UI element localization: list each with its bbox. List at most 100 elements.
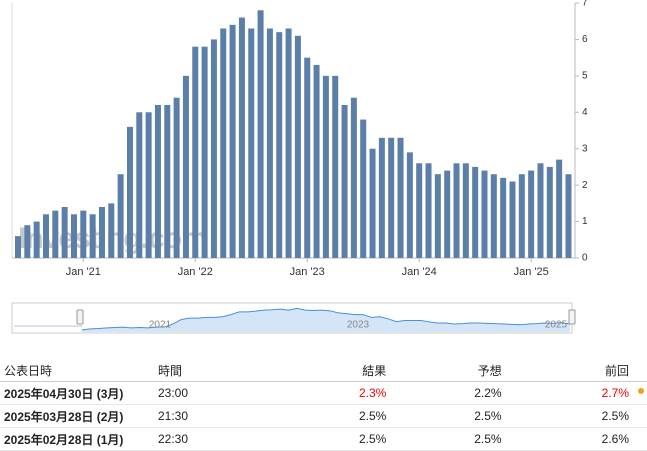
navigator-handle [76, 309, 84, 325]
bar [182, 75, 189, 258]
bar [509, 181, 516, 258]
column-header: 予想 [404, 359, 506, 382]
table-cell: 2.5% [404, 404, 506, 428]
bar [537, 163, 544, 258]
navigator-label: 2025 [545, 320, 568, 331]
bar [490, 174, 497, 258]
x-tick-label: Jan '25 [514, 266, 549, 278]
table-cell: 2.5% [262, 404, 405, 428]
table-cell: 2.5% [262, 427, 405, 451]
column-header: 公表日時 [0, 359, 154, 382]
y-tick-label: 4 [582, 107, 588, 118]
bar [528, 170, 535, 258]
bar [164, 105, 171, 258]
bar [220, 28, 227, 258]
table-cell: 21:30 [154, 404, 263, 428]
navigator-label: 2023 [347, 320, 370, 331]
table-cell: 2.5% [404, 427, 506, 451]
bar [322, 75, 329, 258]
bar [444, 170, 451, 258]
table-cell: 2025年02月28日 (1月) [0, 427, 154, 451]
bar [406, 152, 413, 258]
table-cell: 22:30 [154, 427, 263, 451]
table-cell: 2025年04月30日 (3月) [0, 381, 154, 405]
bar [416, 163, 423, 258]
navigator-area [82, 308, 570, 332]
x-tick-label: Jan '21 [66, 266, 101, 278]
column-header: 結果 [262, 359, 405, 382]
y-tick-label: 3 [582, 143, 588, 154]
bar [70, 214, 77, 258]
bar [173, 97, 180, 258]
bar [481, 170, 488, 258]
bar [462, 163, 469, 258]
x-tick-label: Jan '24 [402, 266, 437, 278]
bar [192, 46, 199, 258]
bar [276, 32, 283, 259]
bar [61, 207, 68, 258]
bar [229, 24, 236, 258]
bar [108, 203, 115, 258]
bar [332, 75, 339, 258]
table-row: 2025年03月28日 (2月) 21:30 2.5% 2.5% 2.5% [0, 404, 647, 428]
data-table: 公表日時 時間 結果 予想 前回 2025年04月30日 (3月) 23:00 2.3% 2.2… [0, 359, 647, 451]
bar [397, 137, 404, 258]
bar [89, 214, 96, 258]
y-tick-label: 1 [582, 216, 588, 227]
table-header: 公表日時 時間 結果 予想 前回 [0, 359, 647, 382]
bar [117, 174, 124, 258]
bar [294, 35, 301, 259]
bar [388, 137, 395, 258]
table-cell: 2.5% [505, 404, 647, 428]
x-tick-label: Jan '22 [178, 266, 213, 278]
table-row: 2025年04月30日 (3月) 23:00 2.3% 2.2% 2.7% [0, 381, 647, 405]
column-header: 前回 [505, 359, 647, 382]
table-cell: 2.7% [505, 381, 647, 405]
bar [33, 221, 40, 258]
navigator-line [81, 307, 571, 331]
bar [42, 214, 49, 258]
navigator-label: 2021 [149, 320, 172, 331]
bar [52, 210, 59, 258]
bar [425, 163, 432, 258]
bar [238, 17, 245, 259]
bar [136, 112, 143, 259]
bar [453, 163, 460, 258]
bar [98, 207, 105, 258]
bar [565, 174, 572, 258]
bar [15, 236, 21, 258]
bar [350, 97, 357, 258]
bar [80, 210, 87, 258]
bar [369, 148, 376, 258]
bar [248, 28, 255, 258]
table-cell: 23:00 [154, 381, 263, 405]
bar [434, 174, 441, 258]
bar [257, 10, 264, 258]
y-tick-label: 6 [582, 34, 588, 45]
bar [378, 137, 385, 258]
bar [210, 39, 217, 258]
bar [154, 105, 161, 258]
table-cell: 2025年03月28日 (2月) [0, 404, 154, 428]
column-header: 時間 [154, 359, 263, 382]
bar [201, 46, 208, 258]
y-tick-label: 7 [582, 0, 588, 9]
bar [266, 28, 273, 258]
bar [556, 159, 563, 258]
bar [360, 119, 367, 258]
navigator-handle [568, 309, 576, 325]
bar [285, 28, 292, 258]
table-cell: 2.3% [262, 381, 405, 405]
bar [24, 225, 31, 258]
bar [145, 112, 152, 259]
bar [546, 166, 553, 258]
table-row: 2025年02月28日 (1月) 22:30 2.5% 2.5% 2.6% [0, 427, 647, 451]
x-tick-label: Jan '23 [290, 266, 325, 278]
bar [472, 166, 479, 258]
bar [341, 105, 348, 258]
table-cell: 2.2% [404, 381, 506, 405]
bar [518, 174, 525, 258]
bar [500, 177, 507, 258]
